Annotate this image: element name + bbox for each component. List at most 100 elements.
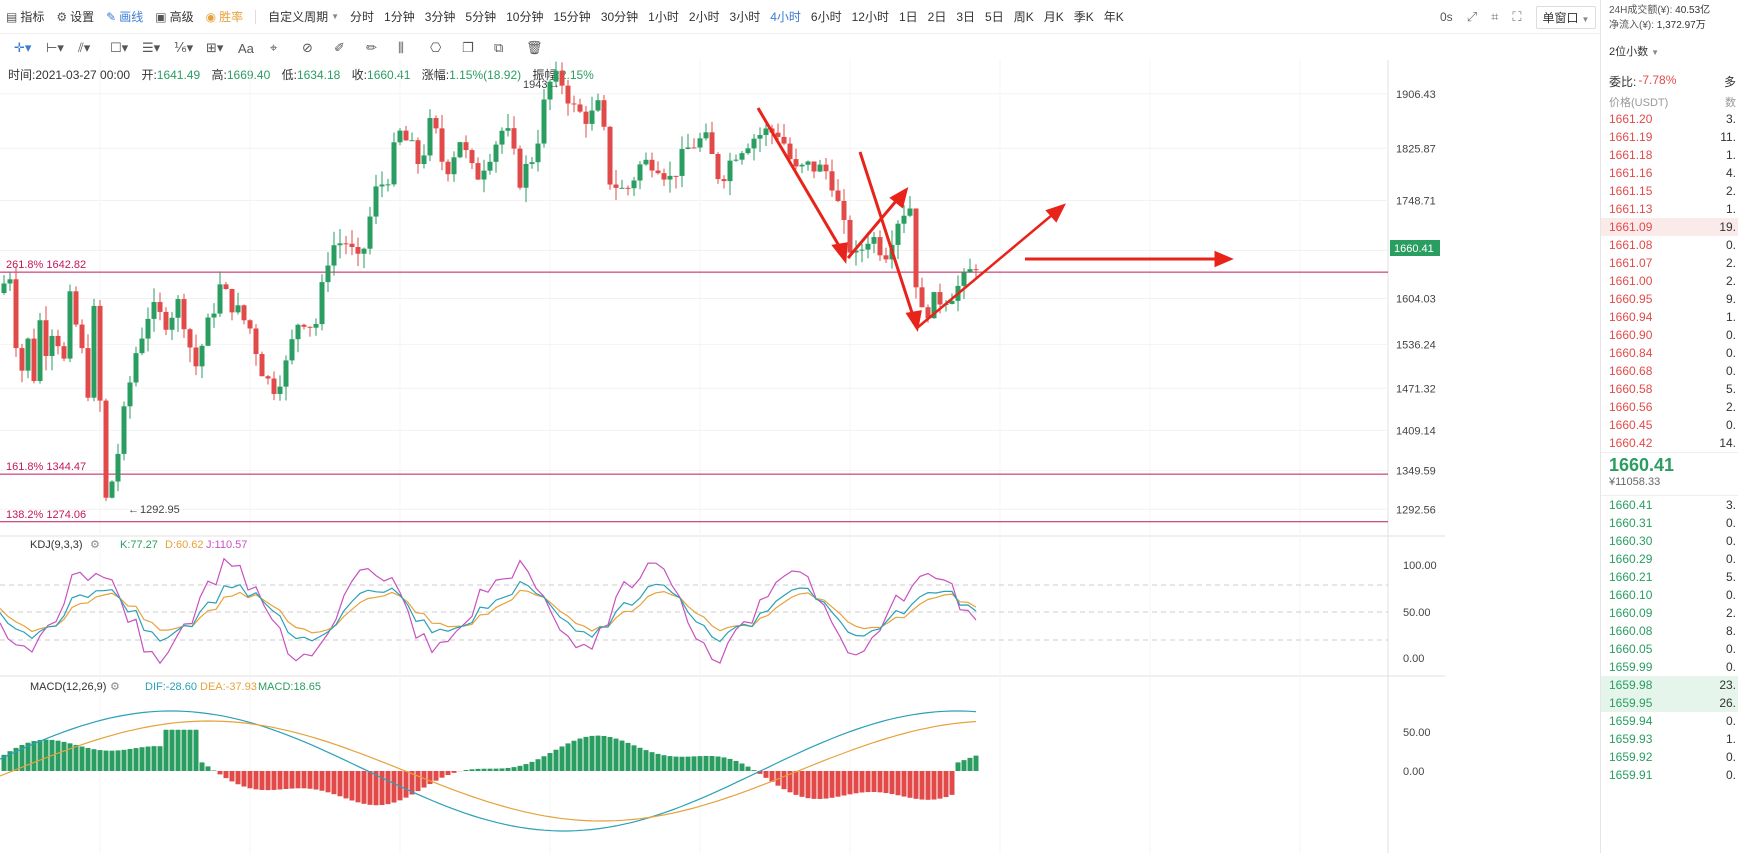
- ask-row[interactable]: 1660.42 14.: [1601, 434, 1738, 452]
- bid-row[interactable]: 1660.41 3.: [1601, 496, 1738, 514]
- period-tab[interactable]: 1日: [898, 10, 918, 24]
- period-tab[interactable]: 3日: [956, 10, 976, 24]
- bid-row[interactable]: 1660.21 5.: [1601, 568, 1738, 586]
- period-tab[interactable]: 6小时: [810, 10, 842, 24]
- add-icon[interactable]: ⊞▾: [206, 40, 224, 55]
- bid-amount: 8.: [1725, 624, 1736, 638]
- period-tab[interactable]: 3小时: [729, 10, 761, 24]
- candlestick-chart[interactable]: 261.8% 1642.82 161.8% 1344.47 138.2% 1274.…: [0, 60, 1445, 853]
- win-rate-button[interactable]: ◉ 胜率: [205, 9, 244, 25]
- bid-row[interactable]: 1660.31 0.: [1601, 514, 1738, 532]
- ask-row[interactable]: 1660.68 0.: [1601, 362, 1738, 380]
- ask-row[interactable]: 1660.58 5.: [1601, 380, 1738, 398]
- period-tab[interactable]: 1分钟: [384, 10, 415, 24]
- bid-row[interactable]: 1659.99 0.: [1601, 658, 1738, 676]
- ask-amount: 5.: [1725, 382, 1736, 396]
- settings-button[interactable]: ⚙ 设置: [56, 9, 95, 25]
- trash-icon[interactable]: 🗑: [526, 40, 543, 55]
- drawing-button[interactable]: ✎ 画线: [106, 9, 144, 25]
- macd-settings-icon[interactable]: ⚙: [110, 681, 120, 693]
- ask-row[interactable]: 1660.94 1.: [1601, 308, 1738, 326]
- period-tab[interactable]: 月K: [1043, 10, 1064, 24]
- ask-row[interactable]: 1661.08 0.: [1601, 236, 1738, 254]
- expand-icon[interactable]: ⤢: [1466, 9, 1478, 24]
- ask-price: 1660.58: [1609, 382, 1653, 396]
- period-tab[interactable]: 30分钟: [600, 10, 639, 24]
- ask-row[interactable]: 1661.20 3.: [1601, 110, 1738, 128]
- ask-row[interactable]: 1660.56 2.: [1601, 398, 1738, 416]
- ask-row[interactable]: 1661.07 2.: [1601, 254, 1738, 272]
- macd-bar: [583, 736, 589, 771]
- ask-row[interactable]: 1661.00 2.: [1601, 272, 1738, 290]
- ask-row[interactable]: 1661.18 1.: [1601, 146, 1738, 164]
- bid-row[interactable]: 1660.08 8.: [1601, 622, 1738, 640]
- bid-row[interactable]: 1660.09 2.: [1601, 604, 1738, 622]
- indicators-button[interactable]: ▤ 指标: [6, 9, 45, 25]
- bid-row[interactable]: 1660.29 0.: [1601, 550, 1738, 568]
- candle-body: [781, 136, 787, 144]
- macd-bar: [19, 745, 25, 771]
- kdj-settings-icon[interactable]: ⚙: [90, 539, 100, 551]
- ask-row[interactable]: 1660.45 0.: [1601, 416, 1738, 434]
- refresh-interval[interactable]: 0s: [1440, 10, 1453, 24]
- period-tab[interactable]: 15分钟: [553, 10, 591, 24]
- period-tab[interactable]: 季K: [1073, 10, 1094, 24]
- ask-row[interactable]: 1660.95 9.: [1601, 290, 1738, 308]
- period-tab[interactable]: 4小时: [770, 10, 801, 24]
- ruler-icon[interactable]: ✐: [334, 40, 345, 55]
- single-window-dropdown[interactable]: 单窗口 ▼: [1535, 5, 1597, 29]
- ask-row[interactable]: 1661.09 19.: [1601, 218, 1738, 236]
- period-tab[interactable]: 10分钟: [506, 10, 544, 24]
- advanced-button[interactable]: ▣ 高级: [155, 9, 194, 25]
- period-tab[interactable]: 5日: [985, 10, 1004, 24]
- eraser-icon[interactable]: ⌖: [270, 40, 278, 55]
- period-tab[interactable]: 5分钟: [465, 10, 497, 24]
- lock-icon[interactable]: ⎔: [430, 40, 442, 55]
- ask-row[interactable]: 1661.19 11.: [1601, 128, 1738, 146]
- period-tab[interactable]: 分时: [350, 10, 375, 24]
- fib-retracement-icon[interactable]: ☰▾: [142, 40, 161, 55]
- ask-row[interactable]: 1661.13 1.: [1601, 200, 1738, 218]
- crosshair-icon[interactable]: ✛▾: [14, 40, 32, 55]
- macd-bar: [751, 770, 757, 771]
- screenshot-icon[interactable]: ⧉: [494, 40, 504, 55]
- bid-row[interactable]: 1659.93 1.: [1601, 730, 1738, 748]
- magnet-icon[interactable]: ⊘: [302, 40, 313, 55]
- high-annotation: 1943: [523, 79, 547, 91]
- macd-bar: [913, 771, 919, 799]
- bid-row[interactable]: 1659.95 26.: [1601, 694, 1738, 712]
- period-tab[interactable]: 2日: [927, 10, 947, 24]
- camera-icon[interactable]: ⌗: [1491, 9, 1499, 24]
- bid-row[interactable]: 1659.98 23.: [1601, 676, 1738, 694]
- ask-row[interactable]: 1661.16 4.: [1601, 164, 1738, 182]
- bid-row[interactable]: 1659.91 0.: [1601, 766, 1738, 784]
- bid-row[interactable]: 1660.05 0.: [1601, 640, 1738, 658]
- period-tab[interactable]: 2小时: [688, 10, 720, 24]
- bid-row[interactable]: 1659.94 0.: [1601, 712, 1738, 730]
- horizontal-line-icon[interactable]: ⊢▾: [46, 40, 64, 55]
- rectangle-icon[interactable]: ☐▾: [110, 40, 129, 55]
- ask-row[interactable]: 1660.90 0.: [1601, 326, 1738, 344]
- bid-row[interactable]: 1659.92 0.: [1601, 748, 1738, 766]
- precision-dropdown[interactable]: 2位小数 ▼: [1609, 46, 1660, 58]
- bid-row[interactable]: 1660.30 0.: [1601, 532, 1738, 550]
- pencil-icon: ✎: [106, 9, 117, 24]
- fib-extension-icon[interactable]: ⅙▾: [174, 40, 194, 55]
- candle-pattern-icon[interactable]: ⫼: [398, 40, 404, 55]
- fullscreen-icon[interactable]: ⛶: [1512, 9, 1522, 24]
- period-tab[interactable]: 周K: [1013, 10, 1034, 24]
- period-tab[interactable]: 年K: [1103, 10, 1124, 24]
- period-tab[interactable]: 1小时: [648, 10, 679, 24]
- custom-period-dropdown[interactable]: 自定义周期 ▼: [268, 10, 340, 24]
- period-tab[interactable]: 3分钟: [424, 10, 456, 24]
- copy-icon[interactable]: ❐: [462, 40, 474, 55]
- period-tab[interactable]: 12小时: [851, 10, 889, 24]
- candle-body: [511, 128, 517, 149]
- bid-row[interactable]: 1660.10 0.: [1601, 586, 1738, 604]
- text-icon[interactable]: Aa: [238, 40, 254, 56]
- parallel-lines-icon[interactable]: ⫽▾: [78, 40, 91, 55]
- ask-row[interactable]: 1660.84 0.: [1601, 344, 1738, 362]
- candle-body: [655, 170, 661, 174]
- ask-row[interactable]: 1661.15 2.: [1601, 182, 1738, 200]
- brush-icon[interactable]: ✏: [366, 40, 377, 55]
